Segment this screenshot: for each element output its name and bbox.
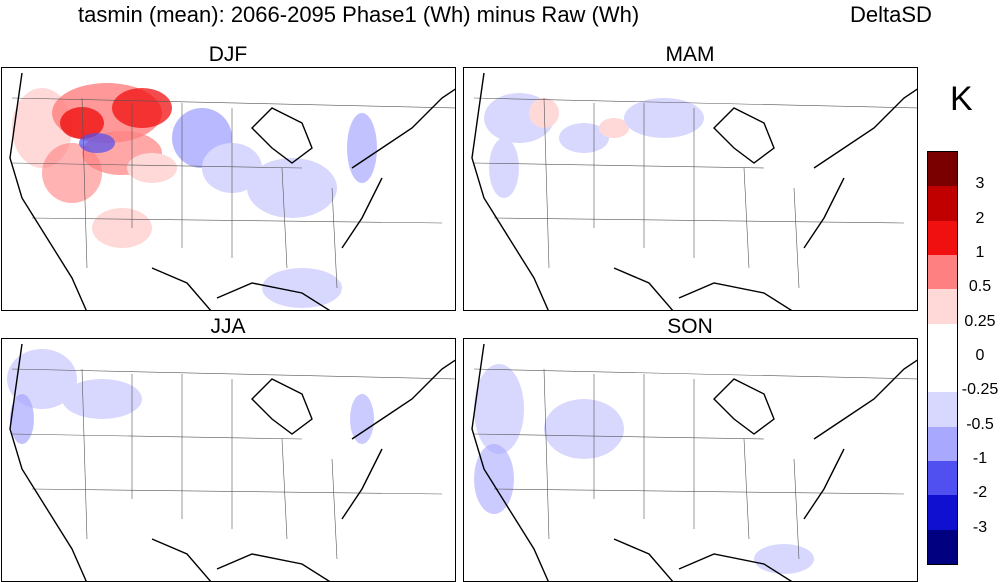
panel-label-djf: DJF: [208, 43, 248, 66]
colorbar-tick-label: -2: [972, 484, 988, 502]
colorbar-tick-label: 0.5: [968, 278, 992, 296]
colorbar-tick-label: 1: [975, 244, 985, 261]
panel-label-son: SON: [667, 315, 713, 338]
panel-label-jja: JJA: [210, 315, 246, 338]
colorbar-tick-label: 0.25: [964, 312, 996, 330]
colorbar-tick-label: 0: [975, 347, 985, 364]
colorbar-segment: [928, 426, 957, 461]
colorbar-tick-label: 2: [975, 209, 985, 227]
colorbar-segment: [928, 323, 957, 358]
colorbar-segment: [928, 220, 957, 255]
colorbar-tick-label: -3: [972, 518, 988, 536]
colorbar-tick-label: -1: [972, 450, 988, 467]
state-boundaries: [11, 97, 455, 289]
panel-label-mam: MAM: [665, 43, 715, 66]
anomaly-overlay: [12, 83, 377, 308]
figure-title-main: tasmin (mean): 2066-2095 Phase1 (Wh) min…: [78, 2, 640, 27]
coastline: [9, 343, 455, 581]
colorbar-tick-label: -0.5: [966, 415, 994, 433]
map-panel-mam: [463, 67, 918, 311]
coastline: [471, 72, 917, 310]
map-panel-jja: [1, 338, 456, 582]
map-son: [471, 343, 917, 581]
state-boundaries: [473, 97, 917, 289]
figure-title-tag: DeltaSD: [850, 2, 932, 27]
map-djf: [9, 72, 455, 310]
colorbar-segment: [928, 460, 957, 496]
anomaly-overlay: [484, 93, 704, 198]
map-mam: [471, 72, 917, 310]
state-boundaries: [473, 368, 917, 560]
anomaly-overlay: [7, 349, 374, 444]
colorbar-segment: [928, 495, 957, 530]
colorbar: [927, 151, 958, 565]
map-panel-son: [463, 338, 918, 582]
map-panel-djf: [1, 67, 456, 311]
state-boundaries: [11, 368, 455, 560]
map-jja: [7, 343, 455, 581]
colorbar-segment: [928, 254, 957, 290]
coastline: [471, 343, 917, 581]
coastline: [9, 72, 455, 310]
colorbar-segment: [928, 289, 957, 324]
colorbar-segment: [928, 529, 957, 564]
colorbar-tick-label: 3: [975, 175, 985, 193]
colorbar-segment: [928, 186, 957, 221]
colorbar-segment: [928, 392, 957, 427]
colorbar-segment: [928, 152, 957, 187]
colorbar-segment: [928, 357, 957, 393]
colorbar-tick-label: -0.25: [961, 381, 999, 399]
anomaly-overlay: [474, 364, 814, 574]
colorbar-unit: K: [950, 80, 973, 118]
